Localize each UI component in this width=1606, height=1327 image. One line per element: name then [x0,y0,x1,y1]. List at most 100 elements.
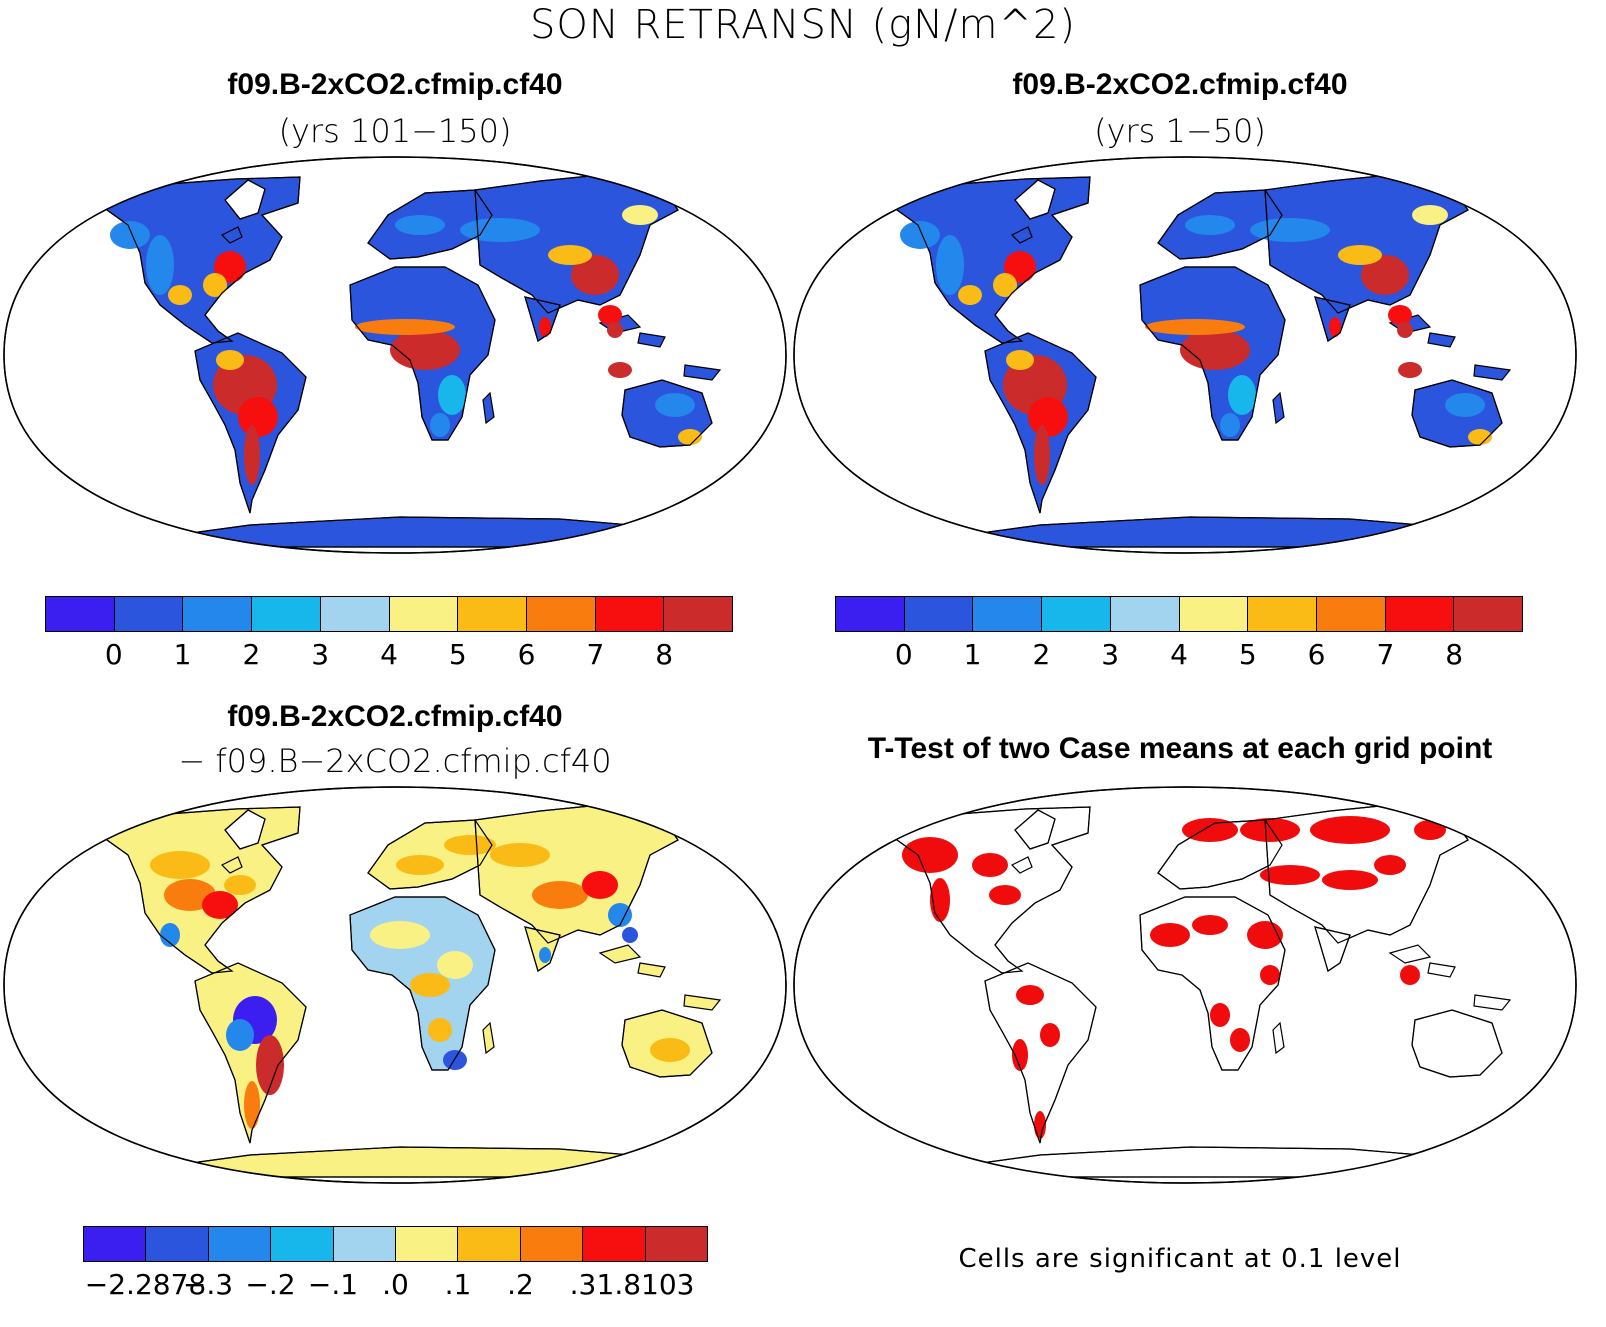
value-patch [1400,965,1420,985]
value-patch [256,1035,284,1095]
colorbar-tick-label: 4 [1170,638,1188,671]
colorbar-top-left [45,596,733,632]
colorbar-tick-label: −2.2878 [84,1268,207,1301]
value-patch [150,851,210,879]
colorbar-cell [973,597,1043,631]
colorbar-cell [1454,597,1523,631]
colorbar-cell [520,1227,584,1261]
top-left-case-name: f09.B-2xCO2.cfmip.cf40 [227,68,563,101]
colorbar-cell [320,597,390,631]
map-border [793,156,1577,554]
top-left-subtitle: (yrs 101−150) [278,112,512,150]
landmass-island [220,856,243,874]
value-patch [1397,322,1413,338]
value-patch [532,881,588,909]
map-bottom-left [3,786,787,1184]
value-patch [1412,205,1448,225]
coastline [621,379,713,448]
value-patch [1414,820,1446,840]
landmass-island [1010,226,1033,244]
colorbar-cell [208,1227,272,1261]
colorbar-top-left-labels: 0 1 2 3 4 5 6 7 8 [45,638,733,672]
value-patch [1004,251,1036,283]
value-patch [438,375,466,415]
coastline [1314,296,1351,342]
colorbar-tick-label: 0 [894,638,913,671]
landmass-island [637,332,666,348]
value-patch [1182,818,1238,842]
colorbar-cell [183,597,253,631]
value-patch [608,903,632,927]
value-patch [437,951,473,979]
value-patch [1006,350,1034,370]
value-patch [678,429,702,445]
value-patch [1388,305,1412,325]
colorbar-cell [1248,597,1317,631]
value-patch [1145,319,1245,335]
landmass-island [683,994,722,1011]
value-patch [428,1018,452,1042]
colorbar-cell [396,1227,459,1261]
value-patch [160,923,180,947]
coastline [1014,179,1056,220]
colorbar-cell [46,597,115,631]
colorbar-tick-label: 3 [311,638,330,671]
value-patch [1192,915,1228,935]
coastline [1139,266,1286,441]
value-patch [1361,255,1409,295]
value-patch [214,251,246,283]
coastline [1411,1009,1503,1078]
landmass-island [1010,856,1033,874]
landmass-island [598,944,642,964]
coastline [621,1009,713,1078]
value-patch [1230,1028,1250,1052]
value-patch [548,245,592,265]
top-right-case-name: f09.B-2xCO2.cfmip.cf40 [1012,68,1348,101]
value-patch [395,215,445,235]
value-patch [430,413,450,437]
coastline [98,806,301,974]
colorbar-cell [1179,597,1249,631]
coastline [194,332,307,514]
colorbar-cell [252,597,321,631]
value-patch [1260,865,1320,885]
colorbar-top-right [835,596,1523,632]
colorbar-tick-label: 2 [242,638,261,671]
value-patch [539,317,551,337]
coastline [224,179,266,220]
value-patch [444,835,496,855]
colorbar-cell [583,1227,646,1261]
coastline [98,176,301,344]
value-patch [1034,1111,1046,1139]
value-patch [1228,375,1256,415]
colorbar-cell [645,1227,708,1261]
landmass-island [1473,364,1512,381]
landmass-island [637,962,666,978]
value-patch [1185,215,1235,235]
value-patch [1210,1003,1230,1027]
value-patch [1398,362,1422,378]
colorbar-tick-label: 6 [517,638,536,671]
value-patch [608,362,632,378]
value-patch [396,855,444,875]
value-patch [146,235,174,295]
ttest-title: T-Test of two Case means at each grid po… [867,732,1493,765]
coastline [1157,189,1283,260]
value-patch [203,273,227,297]
colorbar-bottom-left-labels: −2.2878 −.3 −.2 −.1 .0 .1 .2 .3 1.8103 [83,1268,708,1302]
colorbar-tick-label: 8 [655,638,674,671]
value-patch [244,425,260,485]
coastline [367,819,493,890]
coastline [194,962,307,1144]
colorbar-cell [389,597,459,631]
bottom-left-subtitle: − f09.B−2xCO2.cfmip.cf40 [178,742,612,780]
value-patch [1040,1023,1060,1047]
value-patch [1260,965,1280,985]
coastline [984,962,1097,1144]
value-patch [1180,330,1250,370]
coastline [888,176,1091,344]
colorbar-tick-label: 8 [1445,638,1464,671]
value-patch [216,350,244,370]
colorbar-tick-label: 3 [1101,638,1120,671]
value-patch [1445,393,1485,417]
